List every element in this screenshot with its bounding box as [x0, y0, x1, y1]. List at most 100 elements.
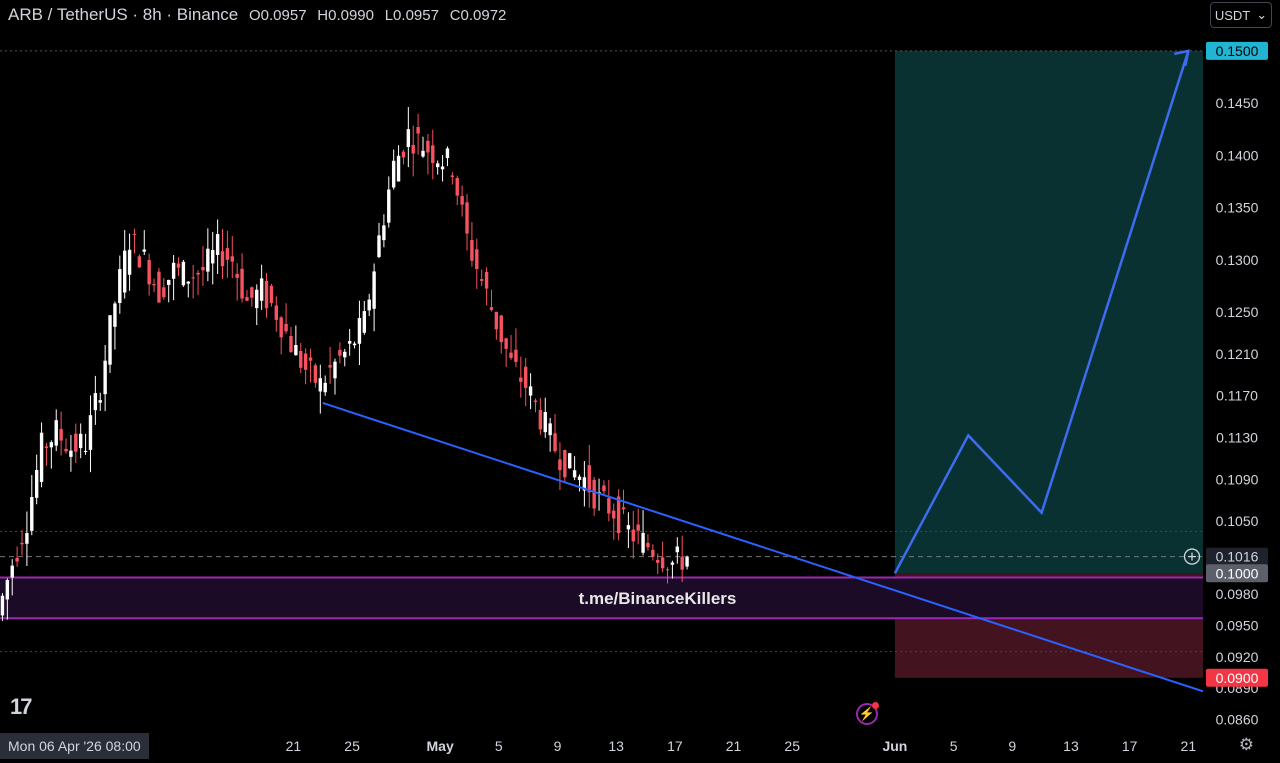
- candle-body: [250, 287, 254, 298]
- candle-body: [401, 151, 406, 158]
- candle-body: [294, 344, 298, 356]
- candle-body: [528, 386, 533, 396]
- candle-body: [494, 311, 499, 330]
- candle-body: [64, 448, 68, 452]
- y-tick-label: 0.1170: [1216, 388, 1258, 404]
- candle-body: [670, 562, 675, 565]
- candle-body: [0, 595, 5, 616]
- candle-body: [519, 377, 523, 382]
- y-tick-label: 0.1090: [1216, 471, 1259, 487]
- candle-body: [460, 196, 464, 205]
- candle-body: [132, 233, 137, 235]
- watermark-text: t.me/BinanceKillers: [579, 589, 737, 608]
- candle-body: [225, 248, 230, 260]
- candle-body: [176, 263, 181, 268]
- candle-body: [621, 507, 626, 510]
- support-zone: [0, 577, 1203, 619]
- candle-body: [582, 477, 587, 491]
- y-tick-label: 0.1130: [1216, 429, 1258, 445]
- price-label-entry: [1206, 564, 1268, 583]
- candle-body: [167, 279, 171, 285]
- candle-body: [186, 281, 190, 284]
- price-label-last: [1206, 547, 1268, 566]
- candle-body: [118, 269, 122, 304]
- y-tick-label: 0.1050: [1216, 513, 1259, 529]
- candle-body: [607, 498, 611, 514]
- x-tick-label: 17: [1122, 738, 1138, 754]
- candle-body: [235, 273, 239, 278]
- candle-body: [465, 202, 469, 234]
- x-tick-label: 25: [784, 738, 800, 754]
- candle-body: [206, 248, 210, 272]
- x-tick-label: 13: [1063, 738, 1079, 754]
- candle-body: [357, 318, 362, 344]
- candle-body: [230, 256, 234, 262]
- candle-body: [431, 145, 435, 164]
- candle-body: [631, 529, 635, 542]
- candle-body: [308, 357, 313, 361]
- symbol-header: ARB / TetherUS · 8h · Binance O0.0957 H0…: [8, 5, 506, 25]
- candle-body: [636, 524, 640, 531]
- x-tick-label: 9: [1008, 738, 1016, 754]
- candle-body: [347, 341, 352, 344]
- projection-arrowhead: [1174, 49, 1190, 67]
- candle-body: [372, 271, 376, 309]
- candle-body: [479, 279, 484, 281]
- candle-body: [577, 476, 582, 481]
- candle-body: [543, 412, 547, 433]
- candle-body: [504, 338, 508, 349]
- price-label-target-text: 0.1500: [1216, 43, 1259, 59]
- candle-body: [303, 353, 308, 370]
- candle-body: [563, 450, 567, 478]
- y-tick-label: 0.0920: [1216, 649, 1259, 665]
- candle-body: [445, 148, 450, 158]
- price-label-stop-text: 0.0900: [1216, 670, 1259, 686]
- candle-body: [108, 315, 112, 365]
- candle-body: [352, 343, 357, 346]
- candle-body: [15, 557, 19, 562]
- y-tick-label: 0.1250: [1216, 304, 1259, 320]
- candle-body: [196, 272, 200, 275]
- y-tick-label: 0.1450: [1216, 95, 1259, 111]
- lightning-icon[interactable]: ⚡: [856, 702, 879, 725]
- candle-body: [533, 400, 538, 403]
- candle-body: [675, 546, 679, 553]
- price-label-stop: [1206, 668, 1268, 687]
- candle-body: [387, 189, 391, 223]
- gear-icon[interactable]: ⚙: [1238, 735, 1254, 754]
- currency-label: USDT: [1214, 7, 1251, 23]
- candle-body: [338, 349, 342, 356]
- candle-body: [475, 249, 479, 269]
- candle-body: [602, 485, 606, 492]
- candle-body: [123, 250, 127, 293]
- candle-body: [59, 429, 63, 441]
- candle-body: [211, 250, 215, 264]
- price-label-entry-text: 0.1000: [1216, 565, 1259, 581]
- candle-body: [558, 459, 562, 471]
- candle-body: [220, 251, 225, 267]
- candle-body: [455, 177, 459, 196]
- candle-body: [34, 470, 39, 498]
- x-tick-label: 25: [344, 738, 360, 754]
- y-tick-label: 0.1400: [1216, 147, 1259, 163]
- currency-selector[interactable]: USDT ⌄: [1210, 2, 1272, 28]
- candle-body: [450, 175, 455, 177]
- candle-body: [54, 420, 58, 446]
- candle-body: [103, 360, 107, 395]
- candle-body: [470, 240, 474, 261]
- x-tick-label: 17: [667, 738, 683, 754]
- crosshair-date-label: Mon 06 Apr '26 08:00: [0, 733, 149, 759]
- price-label-target: [1206, 41, 1268, 60]
- candle-body: [499, 315, 503, 343]
- candle-body: [680, 556, 684, 570]
- y-tick-label: 0.1210: [1216, 346, 1259, 362]
- candle-body: [548, 423, 552, 436]
- candle-body: [646, 542, 650, 548]
- candle-body: [259, 278, 264, 301]
- candle-body: [411, 144, 415, 154]
- symbol-title[interactable]: ARB / TetherUS · 8h · Binance: [8, 5, 239, 24]
- candle-body: [181, 261, 186, 286]
- y-tick-label: 0.0860: [1216, 712, 1259, 728]
- candle-body: [313, 365, 318, 383]
